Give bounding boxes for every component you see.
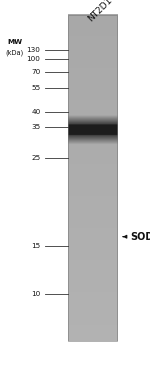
Text: 70: 70 [31,69,40,75]
Text: 35: 35 [31,124,40,130]
Text: 25: 25 [31,155,40,161]
Text: (kDa): (kDa) [6,50,24,57]
Text: 130: 130 [27,47,40,52]
Text: SOD1: SOD1 [130,232,150,242]
Text: 100: 100 [27,56,40,62]
Text: 10: 10 [31,291,40,297]
Text: 40: 40 [31,109,40,115]
Text: 15: 15 [31,243,40,249]
Bar [68,15,117,341]
Text: 55: 55 [31,85,40,91]
Text: NT2D1: NT2D1 [86,0,114,24]
Text: MW: MW [8,39,22,45]
